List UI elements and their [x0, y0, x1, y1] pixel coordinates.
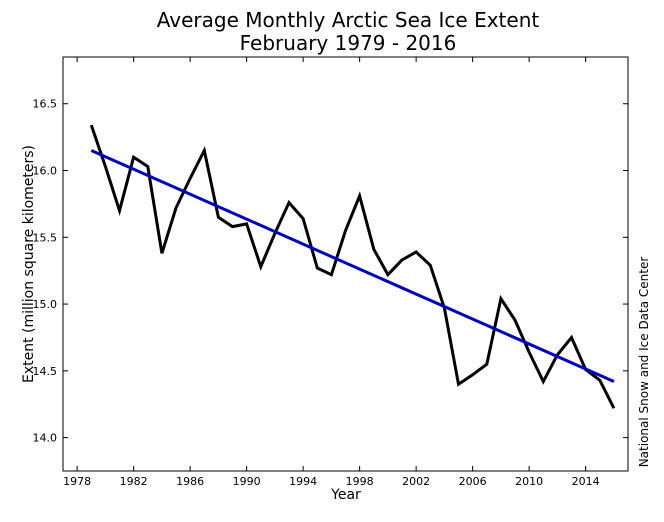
x-tick-label: 2006	[459, 475, 487, 488]
y-axis-label: Extent (million square kilometers)	[21, 145, 37, 383]
credit-text: National Snow and Ice Data Center	[637, 257, 651, 468]
chart-subtitle: February 1979 - 2016	[240, 31, 457, 55]
series-layer	[89, 124, 616, 409]
x-axis-label: Year	[330, 487, 361, 503]
plot-area	[62, 56, 629, 472]
x-tick-label: 1986	[176, 475, 204, 488]
x-axis: 1978 1982 1986 1990 1994 1998 2002 2006 2010 2014	[63, 57, 600, 488]
x-tick-label: 1990	[233, 475, 261, 488]
y-tick-label: 14.0	[33, 432, 58, 445]
x-tick-label: 1978	[63, 475, 91, 488]
extent-line	[89, 124, 616, 409]
x-tick-label: 1994	[289, 475, 317, 488]
trend-line	[90, 149, 615, 383]
x-tick-label: 1998	[346, 475, 374, 488]
x-tick-label: 2010	[515, 475, 543, 488]
x-tick-label: 1982	[120, 475, 148, 488]
y-tick-label: 14.5	[33, 365, 58, 378]
y-axis: 14.0 14.5 15.0 15.5 16.0 16.5	[33, 98, 628, 445]
y-tick-label: 16.0	[33, 165, 58, 178]
chart-title: Average Monthly Arctic Sea Ice Extent	[157, 8, 540, 32]
x-tick-label: 2002	[402, 475, 430, 488]
y-tick-label: 15.0	[33, 298, 58, 311]
x-tick-label: 2014	[572, 475, 600, 488]
y-tick-label: 15.5	[33, 231, 58, 244]
y-tick-label: 16.5	[33, 98, 58, 111]
